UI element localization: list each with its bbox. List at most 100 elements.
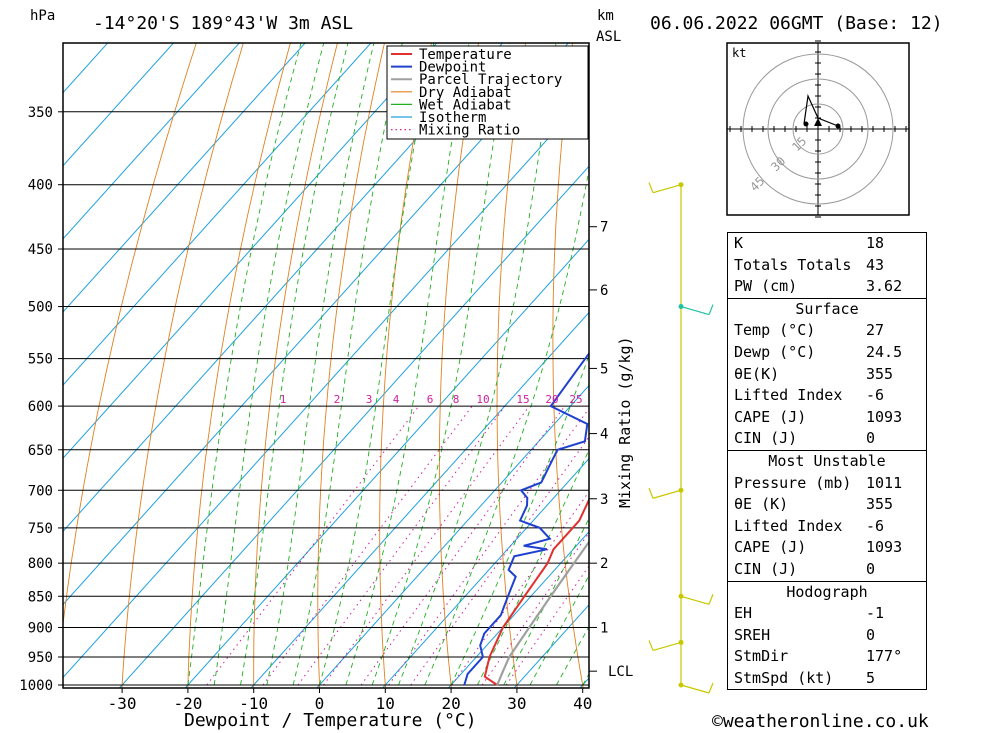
indices-panel: K 18 Totals Totals 43 PW (cm) 3.62 Surface … (727, 232, 927, 691)
pressure-tick-label: 550 (28, 352, 53, 368)
index-row: Lifted Index -6 (728, 385, 926, 407)
chart-curves (463, 351, 589, 686)
index-row: CAPE (J) 1093 (728, 407, 926, 429)
x-tick-label: -10 (239, 694, 268, 713)
header-date: 06.06.2022 06GMT (Base: 12) (650, 13, 943, 34)
index-value: 1011 (866, 473, 903, 492)
pressure-tick-label: 350 (28, 105, 53, 121)
wind-barb (648, 640, 682, 652)
mixing-ratio-line (297, 405, 506, 686)
index-row: CAPE (J) 1093 (728, 537, 926, 559)
index-label: CIN (J) (734, 429, 798, 448)
wind-barb (680, 304, 714, 316)
dewpoint-line (463, 351, 589, 686)
index-value: 27 (866, 321, 885, 340)
index-value: -6 (866, 386, 885, 405)
index-label: Temp (°C) (734, 321, 816, 340)
legend-entry: Isotherm (419, 110, 486, 126)
km-tick-label: 5 (600, 361, 608, 377)
index-row: Lifted Index -6 (728, 516, 926, 538)
wind-barb (648, 182, 682, 194)
index-value: 18 (866, 234, 885, 252)
index-label: Lifted Index (734, 516, 843, 535)
hodograph-unit: kt (732, 46, 746, 60)
index-value: 1093 (866, 407, 903, 426)
index-value: 5 (866, 668, 876, 687)
index-value: -6 (866, 516, 885, 535)
x-tick-label: 10 (376, 694, 395, 713)
isotherm-line (0, 0, 145, 712)
mixing-ratio-line (505, 565, 589, 686)
wet-adiabat-line (398, 43, 557, 686)
legend-entry: Dry Adiabat (419, 85, 512, 101)
isotherm-line (63, 43, 372, 386)
isotherm-line (63, 43, 306, 313)
x-tick-label: -30 (108, 694, 137, 713)
index-label: K (734, 234, 744, 252)
dry-adiabat-line (552, 43, 584, 688)
index-row: PW (cm) 3.62 (728, 276, 926, 298)
index-label: Dewp (°C) (734, 342, 816, 361)
hodograph-ring (792, 103, 844, 155)
pressure-tick-label: 500 (28, 300, 53, 316)
mixing-ratio-axis-label: Mixing Ratio (g/kg) (616, 336, 634, 508)
index-row: EH -1 (728, 603, 926, 625)
dry-adiabat-line (317, 43, 385, 688)
dry-adiabat-line (187, 43, 291, 688)
index-row: Temp (°C) 27 (728, 320, 926, 342)
index-value: 24.5 (866, 342, 903, 361)
hodograph-storm-marker (814, 118, 822, 126)
index-row: SREH 0 (728, 625, 926, 647)
header-km-unit: km (597, 8, 614, 24)
dry-adiabat-line (496, 43, 527, 688)
dry-adiabat-line (253, 43, 338, 688)
km-tick-label: 3 (600, 492, 608, 508)
index-row: θE(K) 355 (728, 364, 926, 386)
isotherm-line (63, 43, 109, 94)
legend-entry: Dewpoint (419, 60, 486, 76)
footer-copyright: ©weatheronline.co.uk (712, 711, 929, 732)
mixing-ratio-label: 2 (334, 393, 341, 406)
km-tick-label: 6 (600, 283, 608, 299)
legend-entry: Wet Adiabat (419, 97, 512, 113)
header-hpa-unit: hPa (30, 8, 55, 24)
dry-adiabat-line (438, 43, 480, 688)
dry-adiabat-line (994, 28, 1000, 712)
isotherm-line (63, 92, 589, 679)
wet-adiabat-line (345, 43, 470, 686)
parcel-line (496, 540, 589, 686)
index-row: CIN (J) 0 (728, 559, 926, 581)
index-label: Totals Totals (734, 255, 852, 274)
mixing-ratio-line (360, 405, 566, 686)
index-label: Lifted Index (734, 386, 843, 405)
chart-axes: 1 2 3 4 6 8 10 15 20 2535040045050055060065070075… (19, 105, 633, 713)
mixing-ratio-label: 10 (476, 393, 489, 406)
index-value: 355 (866, 364, 894, 383)
isotherm-line (184, 238, 589, 688)
pressure-tick-label: 400 (28, 178, 53, 194)
header-location: -14°20'S 189°43'W 3m ASL (93, 13, 353, 34)
index-row: Pressure (mb) 1011 (728, 473, 926, 495)
isotherm-line (447, 531, 589, 688)
wind-profile (648, 182, 714, 694)
x-axis-label: Dewpoint / Temperature (°C) (184, 710, 477, 731)
wind-barb (648, 488, 682, 499)
index-label: PW (cm) (734, 277, 798, 296)
indices-surface: Surface Temp (°C) 27 Dewp (°C) 24.5 θE(K) 3… (727, 297, 927, 451)
index-value: 177° (866, 647, 903, 666)
index-label: CIN (J) (734, 559, 798, 578)
index-label: SREH (734, 625, 771, 644)
legend-entry: Temperature (419, 47, 512, 63)
mixing-ratio-label: 1 (280, 393, 287, 406)
pressure-tick-label: 700 (28, 483, 53, 499)
plot-frame (62, 42, 590, 689)
wind-barb (680, 682, 714, 694)
hodograph-trace (803, 93, 839, 127)
indices-most-unstable: Most Unstable Pressure (mb) 1011 θE (K) 35… (727, 449, 927, 582)
hodograph-point (803, 121, 809, 127)
dry-adiabat-line (659, 28, 721, 712)
isotherm-line (63, 43, 175, 167)
index-value: 0 (866, 625, 876, 644)
km-tick-label: 2 (600, 556, 608, 572)
